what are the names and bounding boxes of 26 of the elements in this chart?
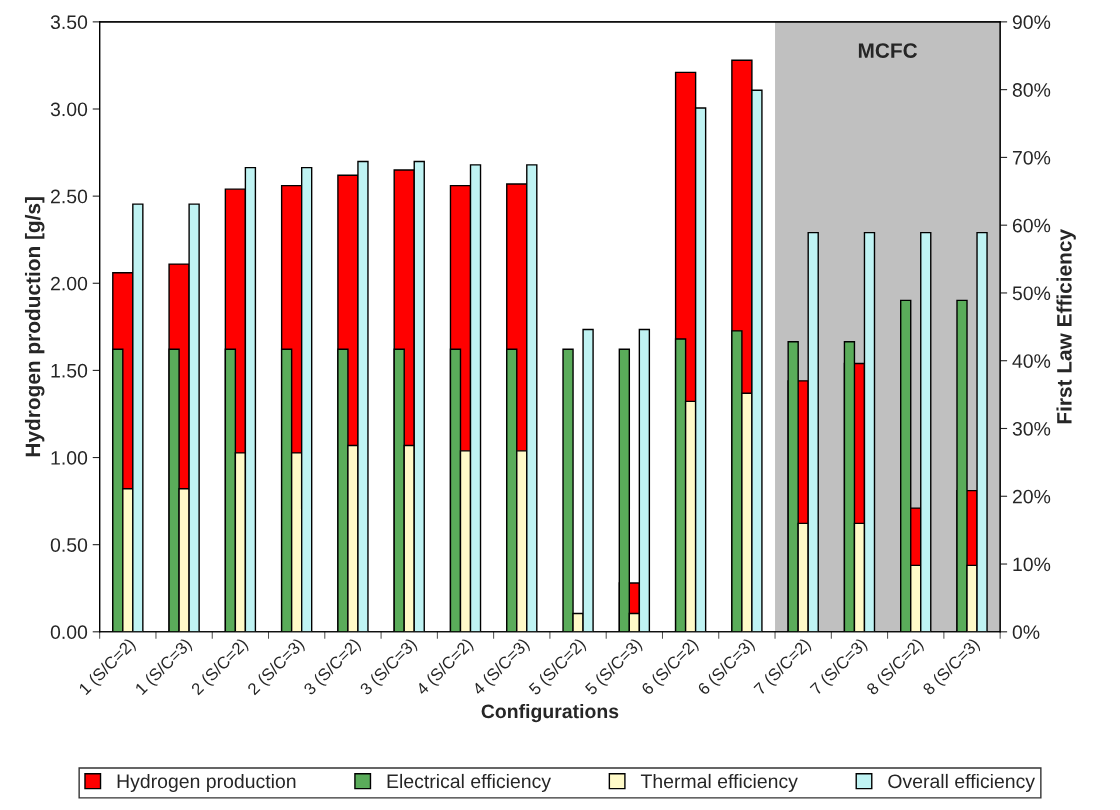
y2-tick-label: 10% [1013, 557, 1051, 572]
y-tick-label: 1.00 [51, 451, 88, 465]
legend-label: Electrical efficiency [387, 773, 551, 793]
y-axis-title: Hydrogen production [g/s] [24, 197, 45, 457]
y-tick-label: 0.00 [50, 625, 88, 640]
y2-tick-label: 60% [1012, 218, 1051, 233]
y2-tick-label: 30% [1012, 421, 1051, 436]
y-tick-label: 2.50 [51, 189, 88, 204]
y-tick-label: 3.00 [50, 102, 88, 117]
y2-tick-label: 0% [1012, 625, 1040, 640]
x-axis-title: Configurations [481, 703, 619, 723]
y-tick-label: 3.50 [50, 15, 88, 30]
legend-label: Hydrogen production [117, 773, 296, 793]
y2-axis-title: First Law Efficiency [1056, 229, 1076, 424]
y-tick-label: 2.00 [51, 276, 88, 291]
y-tick-label: 0.50 [50, 538, 88, 552]
y2-tick-label: 20% [1012, 489, 1051, 504]
legend-label: Thermal efficiency [640, 773, 798, 793]
legend-label: Overall efficiency [888, 773, 1035, 793]
y2-tick-label: 40% [1012, 354, 1051, 368]
y2-tick-label: 80% [1012, 83, 1051, 97]
band-label: MCFC [858, 43, 918, 58]
y2-tick-label: 90% [1012, 15, 1051, 30]
y2-tick-label: 70% [1012, 150, 1051, 165]
y2-tick-label: 50% [1012, 286, 1051, 301]
y-tick-label: 1.50 [51, 363, 88, 378]
